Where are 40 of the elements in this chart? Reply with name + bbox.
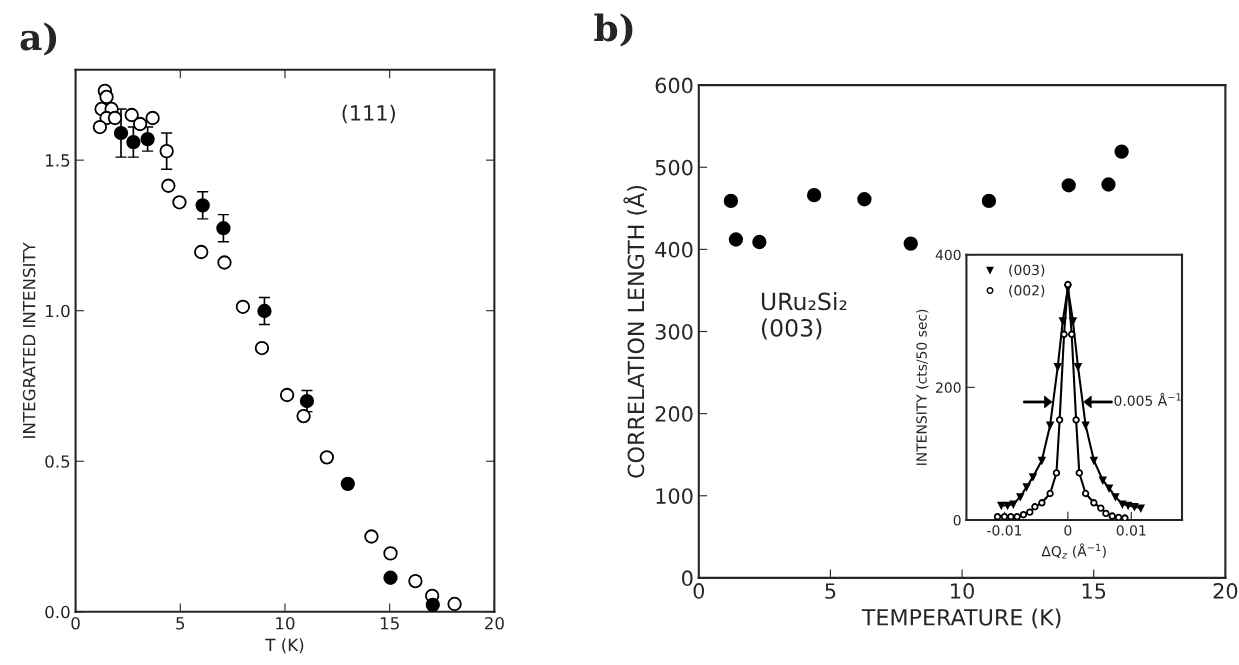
x-tick-label: 10 — [951, 583, 974, 599]
y-tick-label: 400 — [935, 249, 961, 261]
legend-label: (003) — [1009, 264, 1045, 277]
y-tick-label: 1.0 — [46, 304, 70, 318]
y-tick-label: 0.5 — [45, 455, 70, 468]
x-axis-title: TEMPERATURE (K) — [861, 608, 1061, 629]
y-tick-label: 300 — [655, 323, 693, 340]
y-tick-label: 600 — [655, 77, 693, 94]
legend-label: (002) — [1009, 284, 1045, 298]
x-tick-label: 15 — [1082, 583, 1106, 599]
annotation: 0.005 Å$^{−1}$ — [1114, 392, 1181, 406]
x-tick-label: 0 — [693, 583, 705, 599]
y-tick-label: 0.0 — [45, 605, 70, 619]
x-tick-label: 5 — [825, 583, 836, 599]
y-tick-label: 1.5 — [46, 154, 70, 167]
annotation: URu₂Si₂ (003) — [761, 292, 847, 340]
x-tick-label: 0 — [71, 616, 80, 630]
x-axis-title: T (K) — [265, 638, 304, 654]
annotation: (111) — [342, 104, 395, 124]
x-tick-label: 20 — [484, 616, 504, 630]
x-tick-label: 0.01 — [1116, 525, 1146, 536]
text: a) — [20, 22, 57, 56]
x-tick-label: 20 — [1213, 583, 1238, 599]
y-tick-label: 0 — [953, 515, 961, 526]
x-tick-label: 15 — [380, 617, 399, 630]
x-tick-label: -0.01 — [987, 525, 1022, 536]
y-tick-label: 500 — [655, 159, 693, 176]
x-tick-label: 0 — [1064, 525, 1072, 536]
y-axis-title: INTEGRATED INTENSITY — [22, 242, 36, 438]
text: b) — [594, 13, 633, 47]
y-axis-title: CORRELATION LENGTH (Å) — [623, 185, 647, 478]
y-tick-label: 100 — [656, 488, 693, 504]
y-tick-label: 200 — [655, 406, 693, 422]
y-axis-title: INTENSITY (cts/50 sec) — [916, 309, 929, 465]
x-tick-label: 5 — [176, 617, 185, 630]
y-tick-label: 200 — [936, 382, 961, 393]
y-tick-label: 0 — [682, 570, 693, 587]
x-tick-label: 10 — [276, 616, 295, 630]
y-tick-label: 400 — [655, 241, 693, 258]
x-axis-title: ΔQ$_{z}$ (Å$^{−1}$) — [1041, 543, 1106, 559]
